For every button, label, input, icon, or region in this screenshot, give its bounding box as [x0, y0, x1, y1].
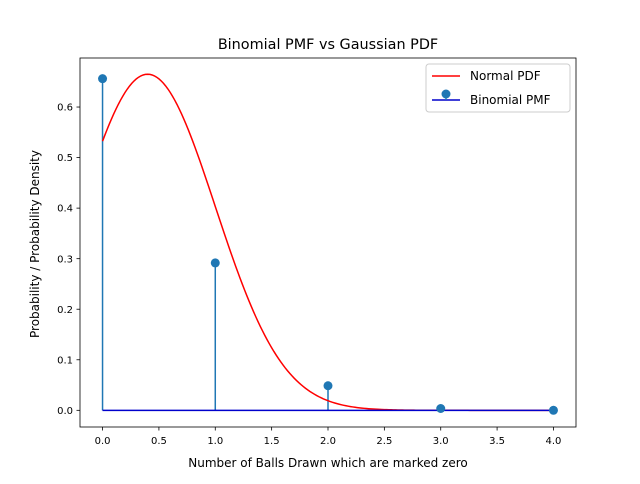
x-tick-label: 3.0	[433, 436, 449, 447]
x-tick-label: 1.0	[207, 436, 223, 447]
x-tick-label: 0.5	[151, 436, 167, 447]
stem-marker	[548, 405, 558, 415]
y-tick-label: 0.6	[57, 103, 73, 114]
x-tick-label: 3.5	[489, 436, 505, 447]
stem-marker	[436, 403, 446, 413]
legend-swatch-binomial-marker	[441, 89, 451, 99]
x-tick-label: 0.0	[95, 436, 111, 447]
x-tick-label: 4.0	[546, 436, 562, 447]
normal-pdf-line	[101, 73, 554, 412]
legend-label-normal: Normal PDF	[470, 69, 541, 83]
y-tick-label: 0.0	[57, 406, 73, 417]
axes-frame	[79, 57, 577, 428]
legend-box	[425, 63, 571, 113]
x-tick-label: 2.5	[376, 436, 392, 447]
legend-label-binomial: Binomial PMF	[470, 93, 551, 107]
y-tick-label: 0.4	[57, 204, 73, 215]
x-tick-label: 2.0	[320, 436, 336, 447]
chart-title: Binomial PMF vs Gaussian PDF	[218, 37, 438, 53]
y-axis-label: Probability / Probability Density	[28, 150, 42, 338]
legend: Normal PDF Binomial PMF	[425, 63, 571, 113]
x-tick-label: 1.5	[264, 436, 280, 447]
y-tick-label: 0.2	[57, 305, 73, 316]
stem-marker	[98, 74, 108, 84]
stem-marker	[210, 258, 220, 268]
plot-area: 0.0 0.5 1.0 1.5 2.0 2.5 3.0 3.5 4.0 0.0 0.1 0.2 0.3 0…	[57, 57, 577, 447]
y-tick-label: 0.5	[57, 153, 73, 164]
y-tick-label: 0.1	[57, 355, 73, 366]
x-axis-label: Number of Balls Drawn which are marked z…	[188, 456, 467, 470]
y-tick-label: 0.3	[57, 254, 73, 265]
stem-marker	[323, 381, 333, 391]
